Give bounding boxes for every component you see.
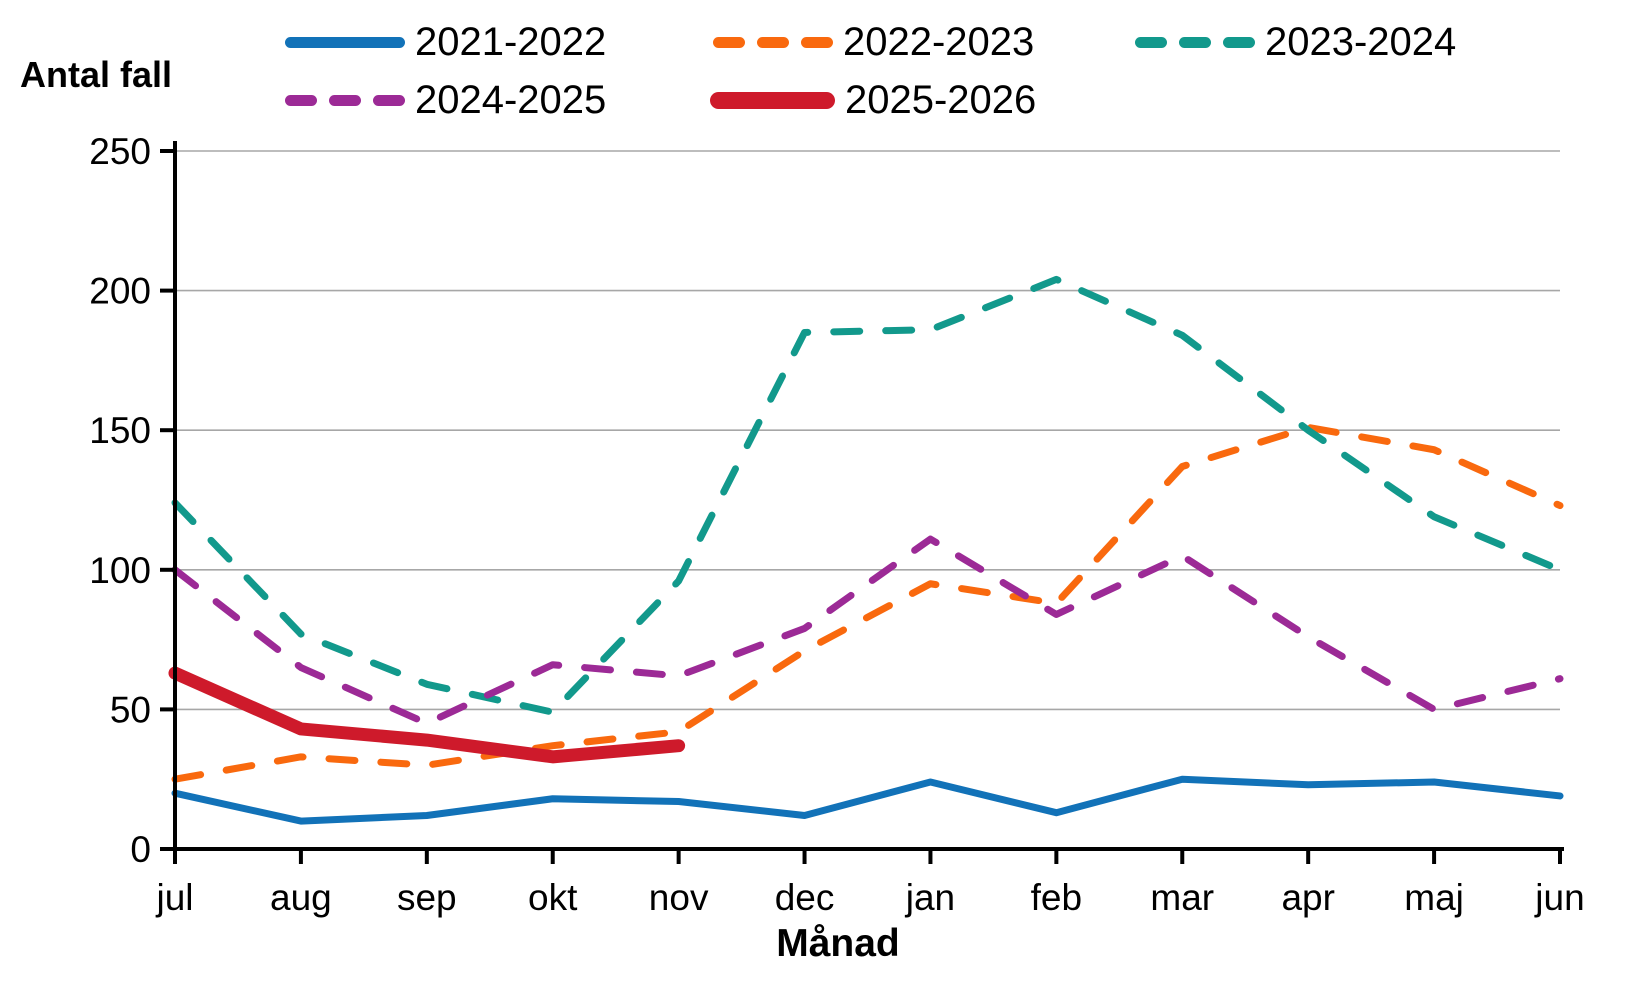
series-line-2022-2023 bbox=[171, 423, 1564, 783]
legend-item-2025-2026: 2025-2026 bbox=[710, 78, 1036, 122]
legend-item-2021-2022: 2021-2022 bbox=[285, 20, 606, 64]
x-tick-label: jun bbox=[1534, 877, 1584, 918]
series-line-2024-2025 bbox=[171, 535, 1564, 727]
series-line-2021-2022 bbox=[171, 775, 1564, 825]
legend-label: 2024-2025 bbox=[415, 78, 607, 122]
legend-swatch-dashed-purple bbox=[285, 94, 405, 106]
x-tick-label: feb bbox=[1031, 877, 1082, 918]
x-tick-label: sep bbox=[397, 877, 457, 918]
legend-swatch-solid-blue bbox=[285, 36, 405, 48]
x-tick-label: apr bbox=[1281, 877, 1334, 918]
legend-item-2024-2025: 2024-2025 bbox=[285, 78, 606, 122]
legend-label: 2022-2023 bbox=[843, 20, 1035, 64]
y-tick-label: 100 bbox=[89, 550, 151, 591]
legend-label: 2025-2026 bbox=[845, 78, 1037, 122]
series-line-2023-2024 bbox=[171, 275, 1564, 716]
legend-swatch-dashed-orange bbox=[713, 36, 833, 48]
series-line-2025-2026 bbox=[168, 666, 686, 764]
legend-item-2022-2023: 2022-2023 bbox=[713, 20, 1034, 64]
y-tick-label: 250 bbox=[89, 131, 151, 172]
legend-swatch-solid-red bbox=[710, 91, 835, 109]
y-tick-label: 200 bbox=[89, 271, 151, 312]
x-tick-label: nov bbox=[649, 877, 709, 918]
y-tick-label: 50 bbox=[110, 689, 151, 730]
legend-label: 2021-2022 bbox=[415, 20, 607, 64]
x-tick-label: okt bbox=[528, 877, 578, 918]
x-tick-label: aug bbox=[270, 877, 332, 918]
y-tick-label: 150 bbox=[89, 410, 151, 451]
legend-item-2023-2024: 2023-2024 bbox=[1135, 20, 1456, 64]
y-axis-title: Antal fall bbox=[20, 54, 173, 95]
x-tick-label: maj bbox=[1404, 877, 1464, 918]
legend-label: 2023-2024 bbox=[1265, 20, 1457, 64]
y-tick-label: 0 bbox=[130, 829, 151, 870]
x-tick-label: jul bbox=[155, 877, 193, 918]
x-tick-label: jan bbox=[905, 877, 955, 918]
x-tick-label: mar bbox=[1150, 877, 1214, 918]
x-axis-title: Månad bbox=[776, 922, 900, 965]
legend-swatch-dashed-teal bbox=[1135, 36, 1255, 48]
x-tick-label: dec bbox=[775, 877, 835, 918]
